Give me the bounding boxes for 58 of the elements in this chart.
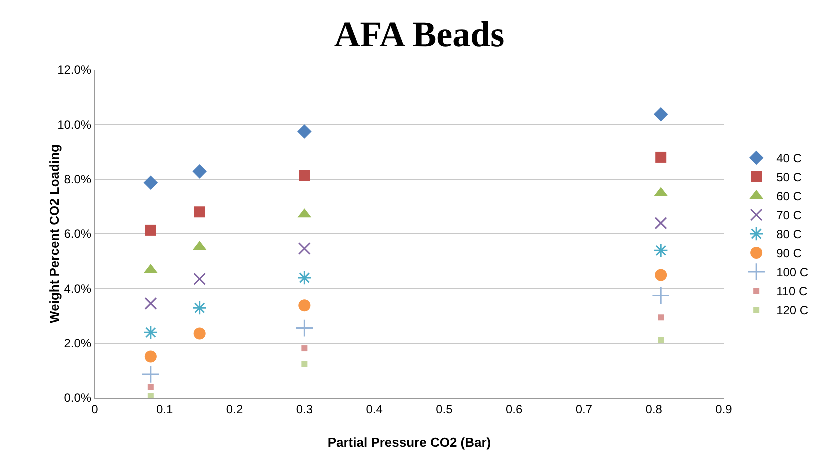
x-tick-label: 0.4 — [366, 402, 384, 416]
x-tick-label: 0.3 — [296, 402, 314, 416]
point — [658, 314, 664, 321]
chart-title: AFA Beads — [334, 14, 505, 54]
point — [654, 107, 668, 122]
x-tick-label: 0.9 — [716, 402, 733, 416]
point — [302, 346, 308, 352]
legend-label: 90 C — [776, 246, 802, 261]
y-tick-label: 2.0% — [64, 336, 92, 351]
point — [298, 124, 312, 139]
point — [658, 337, 664, 344]
x-tick-label: 0.2 — [226, 402, 244, 416]
point — [652, 286, 670, 305]
point — [298, 242, 311, 256]
x-tick-label: 0.6 — [506, 402, 523, 416]
point — [654, 217, 668, 230]
y-tick-label: 12.0% — [58, 63, 92, 78]
y-tick-label: 10.0% — [58, 118, 92, 132]
x-tick-label: 0.8 — [646, 402, 663, 416]
point — [194, 328, 206, 340]
point — [654, 243, 668, 258]
point — [192, 300, 208, 316]
point — [299, 170, 310, 182]
y-axis-title: Weight Percent CO2 Loading — [47, 144, 62, 324]
point — [144, 350, 157, 363]
point — [144, 297, 158, 310]
point — [302, 361, 308, 368]
x-tick-label: 0.7 — [576, 402, 593, 416]
legend-label: 100 C — [776, 266, 809, 280]
point — [148, 393, 154, 398]
point — [192, 164, 207, 179]
legend-label: 60 C — [776, 190, 802, 204]
legend-label: 80 C — [776, 228, 802, 242]
point — [656, 152, 667, 163]
legend-label: 50 C — [776, 170, 802, 185]
legend-label: 110 C — [776, 284, 808, 299]
legend-label: 70 C — [776, 208, 802, 223]
point — [142, 365, 160, 384]
point — [298, 300, 311, 312]
y-tick-label: 8.0% — [64, 172, 92, 187]
legend-label: 40 C — [776, 152, 802, 166]
point — [148, 384, 154, 390]
point — [145, 224, 156, 236]
point — [297, 270, 312, 286]
point — [194, 206, 206, 218]
point — [194, 272, 206, 286]
y-tick-label: 4.0% — [64, 282, 92, 296]
legend-label: 120 C — [776, 304, 809, 318]
x-axis-title: Partial Pressure CO2 (Bar) — [328, 435, 492, 450]
x-tick-label: 0.1 — [156, 402, 174, 416]
y-tick-label: 0.0% — [64, 391, 92, 406]
point — [144, 176, 158, 190]
x-tick-label: 0.5 — [436, 402, 454, 416]
point — [144, 325, 158, 340]
point — [655, 269, 668, 282]
x-tick-label: 0 — [92, 402, 99, 416]
y-tick-label: 6.0% — [64, 227, 92, 242]
point — [296, 319, 314, 338]
